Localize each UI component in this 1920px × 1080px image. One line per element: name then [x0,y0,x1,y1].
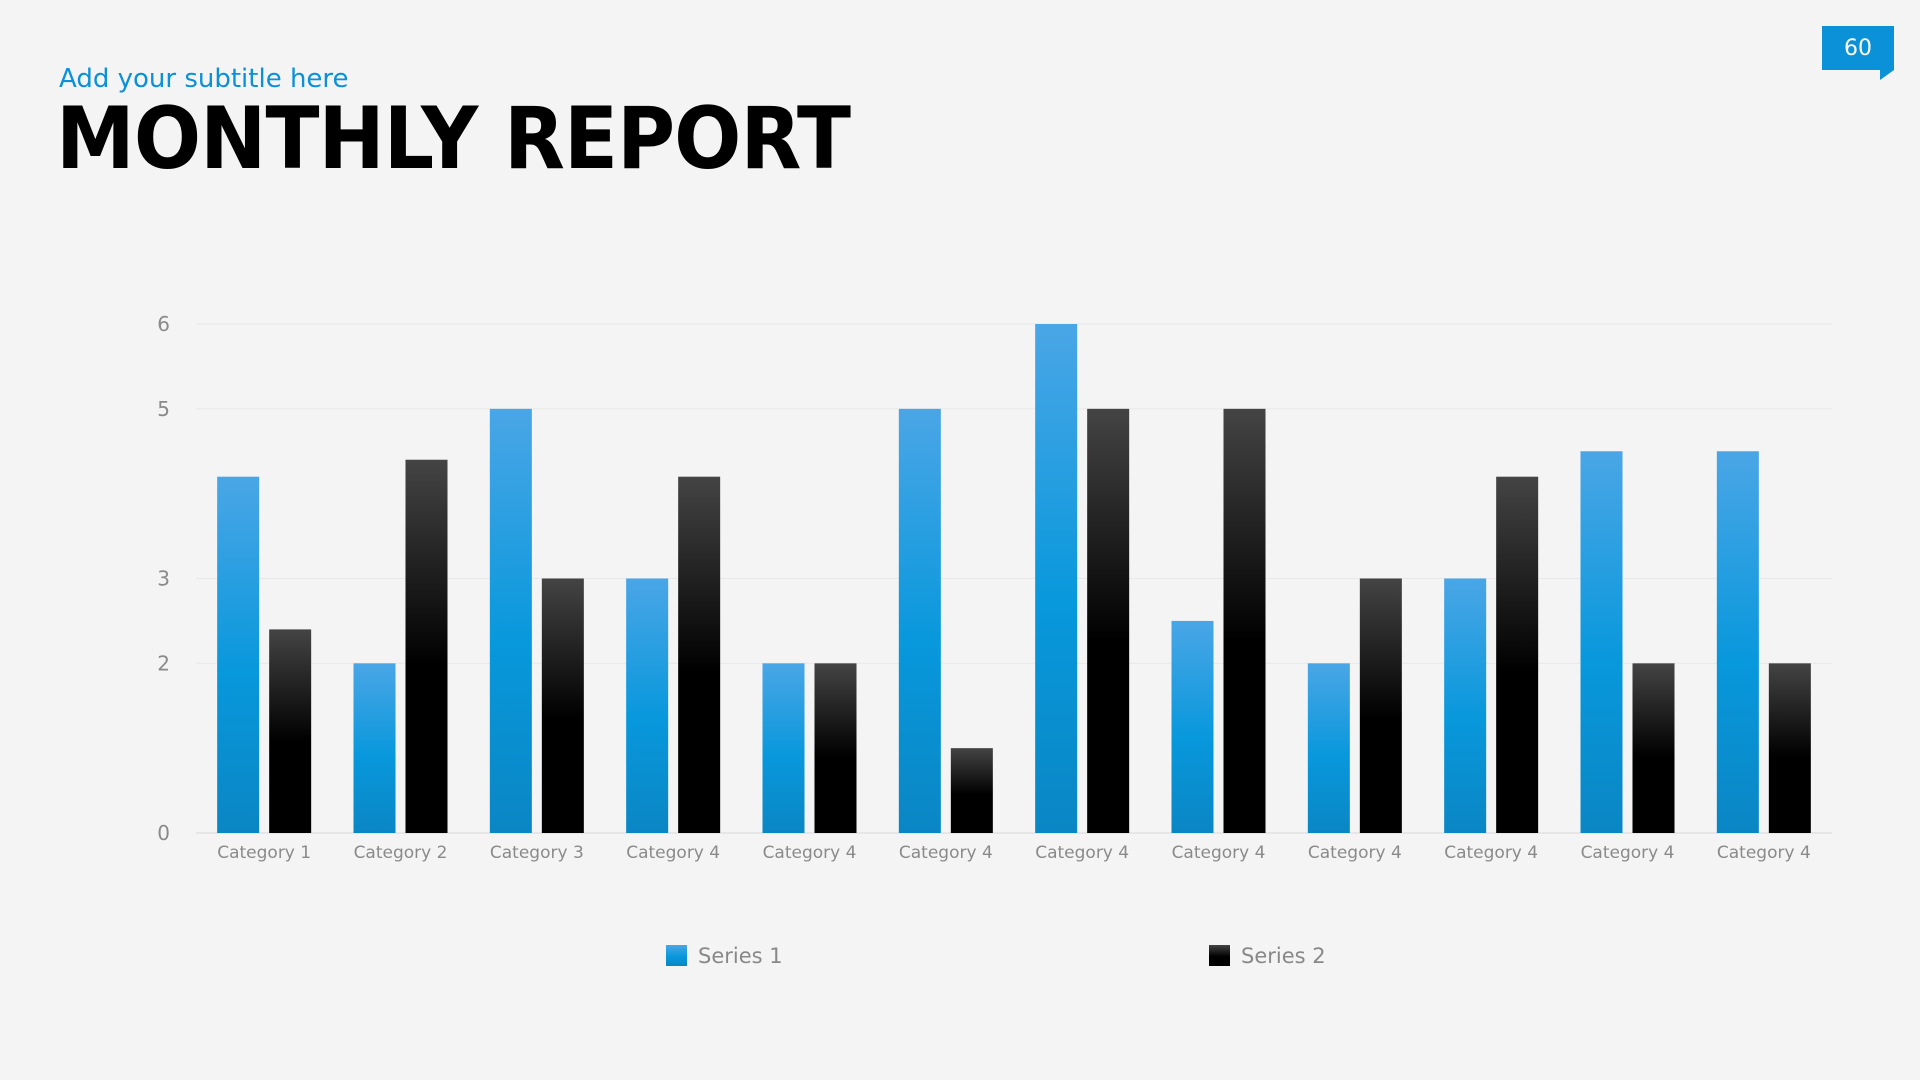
chart-gridlines [196,323,1832,834]
bar-series-2 [541,578,584,833]
legend-label-series-1: Series 1 [698,944,783,968]
x-tick-label: Category 2 [354,843,448,863]
bar-series-1 [898,408,941,833]
bar-series-1 [1307,663,1350,833]
bar-series-2 [1768,663,1811,833]
x-tick-label: Category 4 [1717,843,1811,863]
y-tick-label: 2 [157,651,170,675]
x-tick-label: Category 4 [1172,843,1266,863]
bar-series-1 [1580,451,1623,833]
bar-series-1 [762,663,805,833]
bar-series-2 [950,748,993,833]
x-tick-label: Category 4 [899,843,993,863]
x-tick-label: Category 4 [626,843,720,863]
x-tick-label: Category 4 [1581,843,1675,863]
x-tick-label: Category 3 [490,843,584,863]
bar-series-2 [1632,663,1675,833]
y-tick-label: 5 [157,397,170,421]
bar-series-2 [678,476,721,833]
bar-series-1 [1171,620,1214,833]
chart-legend: Series 1 Series 2 [666,944,1326,968]
chart-bars [217,324,1811,833]
subtitle: Add your subtitle here [59,64,349,94]
y-tick-label: 0 [157,821,170,845]
bar-series-1 [1444,578,1487,833]
x-tick-label: Category 4 [1035,843,1129,863]
page-badge-tail [1880,70,1894,80]
bar-series-1 [353,663,396,833]
x-tick-label: Category 4 [1444,843,1538,863]
bar-series-2 [1087,408,1130,833]
bar-series-2 [1359,578,1402,833]
bar-series-1 [1716,451,1759,833]
x-tick-label: Category 4 [763,843,857,863]
bar-series-2 [1496,476,1539,833]
bar-series-1 [217,476,260,833]
bar-series-1 [1035,324,1078,833]
bar-series-2 [1223,408,1266,833]
x-axis-ticks: Category 1 Category 2 Category 3 Category 4… [217,843,1811,863]
legend-label-series-2: Series 2 [1241,944,1326,968]
y-tick-label: 3 [157,567,170,591]
y-axis-ticks: 0 2 3 5 6 [157,312,170,845]
bar-series-1 [489,408,532,833]
bar-series-2 [814,663,857,833]
page-title: MONTHLY REPORT [56,89,851,189]
bar-series-2 [405,459,448,833]
page-number-badge: 60 [1822,26,1894,70]
y-tick-label: 6 [157,312,170,336]
bar-series-2 [269,629,312,833]
legend-swatch-series-1 [666,945,687,966]
x-tick-label: Category 1 [217,843,311,863]
x-tick-label: Category 4 [1308,843,1402,863]
bar-series-1 [626,578,669,833]
legend-swatch-series-2 [1209,945,1230,966]
